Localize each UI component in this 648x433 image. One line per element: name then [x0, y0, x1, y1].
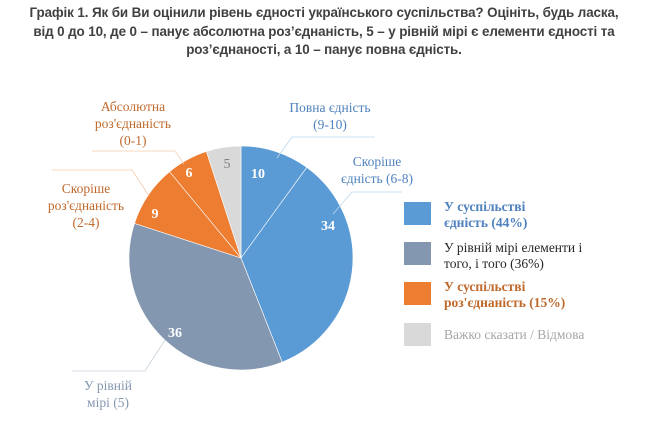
- leader-full-unity: [276, 136, 375, 159]
- value-rather-disunity: 9: [152, 207, 159, 222]
- label-equal-line-2: мірі (5): [87, 395, 129, 410]
- label-rather-unity-line-2: єдність (6-8): [341, 171, 413, 186]
- label-equal: У рівній мірі (5): [84, 378, 132, 410]
- slice-dont-know: [206, 145, 242, 259]
- legend-item-equal: У рівній мірі елементи і того, і того (3…: [404, 240, 583, 271]
- label-full-unity-line-2: (9-10): [313, 117, 347, 132]
- slice-rather-unity: [240, 166, 354, 363]
- leader-lines: [52, 136, 402, 372]
- label-rather-unity: Скоріше єдність (6-8): [341, 154, 413, 186]
- legend-label-disunity-line-1: У суспільстві: [444, 279, 526, 294]
- legend-label-disunity-line-2: роз'єднаність (15%): [444, 295, 565, 310]
- label-rather-disunity-line-1: Скоріше: [62, 181, 111, 196]
- slice-equal: [128, 223, 283, 371]
- label-absolute-disunity-line-1: Абсолютна: [101, 99, 165, 114]
- label-rather-unity-line-1: Скоріше: [353, 154, 402, 169]
- label-full-unity: Повна єдність (9-10): [289, 100, 370, 132]
- leader-rather-disunity: [52, 169, 150, 197]
- legend-item-dont-know: Важко сказати / Відмова: [404, 323, 584, 346]
- label-absolute-disunity-line-2: роз'єднаність: [95, 116, 171, 131]
- pie-slices: [128, 145, 354, 371]
- legend-swatch-unity: [404, 202, 431, 225]
- value-rather-unity: 34: [321, 219, 335, 234]
- chart-title: Графік 1. Як би Ви оцінили рівень єдност…: [4, 4, 644, 60]
- legend-label-unity-line-2: єдність (44%): [444, 215, 527, 230]
- label-absolute-disunity-line-3: (0-1): [120, 133, 147, 148]
- legend-label-unity-line-1: У суспільстві: [444, 199, 526, 214]
- legend-swatch-disunity: [404, 282, 431, 305]
- label-full-unity-line-1: Повна єдність: [289, 100, 370, 115]
- leader-equal: [72, 339, 166, 372]
- chart-title-line-3: роз’єднаності, а 10 – панує повна єдніст…: [186, 42, 462, 57]
- legend-label-dont-know: Важко сказати / Відмова: [444, 327, 584, 342]
- label-rather-disunity-line-2: роз'єднаність: [48, 198, 124, 213]
- value-dont-know: 5: [224, 157, 231, 172]
- chart-title-line-2: від 0 до 10, де 0 – панує абсолютна роз’…: [33, 23, 615, 39]
- label-rather-disunity: Скоріше роз'єднаність (2-4): [48, 181, 124, 230]
- legend-swatch-dont-know: [404, 323, 431, 346]
- legend: У суспільстві єдність (44%) У рівній мір…: [404, 199, 584, 346]
- legend-item-unity: У суспільстві єдність (44%): [404, 199, 527, 230]
- label-equal-line-1: У рівній: [84, 378, 132, 393]
- legend-item-disunity: У суспільстві роз'єднаність (15%): [404, 279, 565, 310]
- legend-label-equal-line-1: У рівній мірі елементи і: [444, 240, 583, 255]
- label-absolute-disunity: Абсолютна роз'єднаність (0-1): [95, 99, 171, 148]
- value-equal: 36: [168, 326, 182, 341]
- value-absolute-disunity: 6: [186, 166, 193, 181]
- legend-label-equal-line-2: того, і того (36%): [444, 256, 544, 271]
- leader-rather-unity: [332, 191, 402, 215]
- label-rather-disunity-line-3: (2-4): [73, 215, 100, 230]
- leader-absolute-disunity: [92, 150, 185, 165]
- chart-title-line-1: Графік 1. Як би Ви оцінили рівень єдност…: [29, 5, 619, 20]
- legend-swatch-equal: [404, 242, 431, 265]
- value-full-unity: 10: [251, 167, 265, 182]
